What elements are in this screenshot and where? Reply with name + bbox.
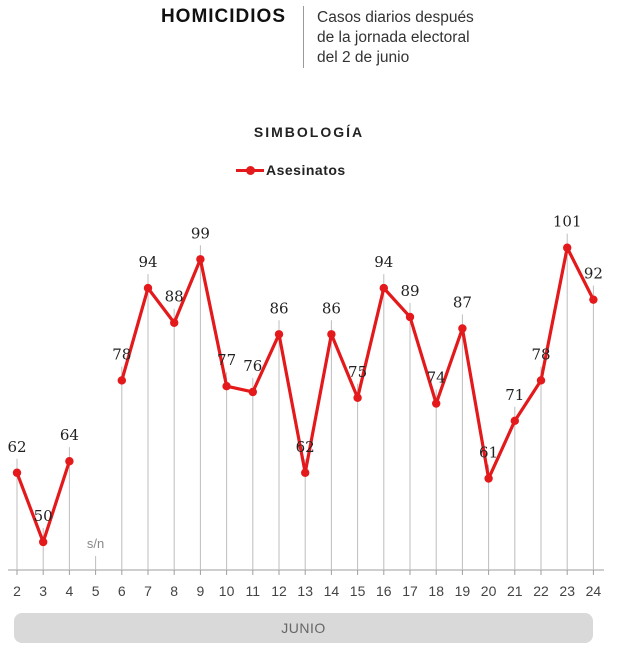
- legend-swatch-asesinatos: [236, 160, 264, 180]
- x-tick-label-10: 10: [219, 583, 235, 599]
- legend-title: SIMBOLOGÍA: [253, 124, 365, 140]
- x-tick-label-4: 4: [66, 583, 74, 599]
- data-point-10: [222, 382, 231, 391]
- data-point-20: [484, 474, 493, 483]
- x-tick-label-20: 20: [481, 583, 497, 599]
- data-label-16: 94: [374, 253, 393, 271]
- x-tick-label-18: 18: [428, 583, 444, 599]
- data-point-12: [274, 330, 284, 339]
- x-tick-label-24: 24: [586, 583, 602, 599]
- x-tick-label-6: 6: [118, 583, 126, 599]
- data-label-22: 78: [531, 345, 550, 363]
- data-label-19: 87: [453, 294, 472, 312]
- data-point-24: [589, 295, 598, 304]
- data-point-8: [170, 318, 179, 327]
- data-label-8: 88: [165, 288, 184, 306]
- data-point-15: [353, 393, 362, 402]
- data-label-9: 99: [191, 224, 210, 242]
- data-label-24: 92: [584, 265, 603, 283]
- header-divider: [303, 6, 304, 68]
- data-point-14: [327, 330, 336, 339]
- data-point-17: [405, 312, 415, 322]
- month-label: JUNIO: [281, 620, 326, 636]
- data-point-13: [301, 468, 310, 477]
- x-tick-label-9: 9: [197, 583, 205, 599]
- data-point-11: [248, 387, 257, 397]
- subtitle-line-3: del 2 de junio: [317, 49, 410, 66]
- data-label-23: 101: [553, 213, 582, 231]
- x-tick-label-17: 17: [402, 583, 418, 599]
- x-tick-label-11: 11: [246, 583, 261, 599]
- data-point-3: [39, 537, 48, 547]
- x-tick-label-13: 13: [297, 583, 313, 599]
- data-label-7: 94: [138, 253, 157, 271]
- missing-label-5: s/n: [87, 536, 104, 551]
- x-tick-label-3: 3: [39, 583, 47, 599]
- data-label-3: 50: [34, 507, 53, 525]
- x-tick-label-7: 7: [144, 583, 152, 599]
- x-tick-label-19: 19: [455, 583, 471, 599]
- data-label-12: 86: [269, 299, 288, 317]
- data-point-19: [458, 324, 467, 333]
- chart-subtitle: Casos diarios después de la jornada elec…: [317, 8, 517, 68]
- data-label-6: 78: [112, 345, 131, 363]
- data-point-7: [143, 283, 153, 293]
- data-label-4: 64: [60, 426, 79, 444]
- legend-swatch-dot: [246, 166, 255, 175]
- data-label-15: 75: [348, 363, 367, 381]
- data-point-2: [12, 468, 22, 477]
- subtitle-line-2: de la jornada electoral: [317, 29, 470, 46]
- x-tick-label-8: 8: [170, 583, 178, 599]
- data-label-10: 77: [217, 351, 236, 369]
- x-tick-label-5: 5: [92, 583, 100, 599]
- data-point-22: [536, 376, 546, 385]
- data-label-14: 86: [322, 299, 341, 317]
- x-tick-label-16: 16: [376, 583, 392, 599]
- data-label-13: 62: [296, 438, 315, 456]
- month-bar: JUNIO: [14, 613, 593, 643]
- data-point-23: [563, 243, 572, 252]
- data-point-18: [432, 399, 441, 408]
- x-tick-label-2: 2: [13, 583, 21, 599]
- data-point-6: [117, 376, 127, 385]
- x-tick-label-15: 15: [350, 583, 366, 599]
- x-tick-label-22: 22: [533, 583, 549, 599]
- data-point-9: [196, 255, 205, 264]
- data-label-11: 76: [243, 357, 262, 375]
- data-label-17: 89: [400, 282, 419, 300]
- chart-title: HOMICIDIOS: [160, 6, 286, 27]
- x-tick-label-12: 12: [271, 583, 287, 599]
- data-point-16: [379, 283, 388, 293]
- legend-label-asesinatos: Asesinatos: [266, 162, 346, 178]
- data-label-20: 61: [479, 444, 498, 462]
- chart-header: HOMICIDIOS Casos diarios después de la j…: [0, 0, 618, 80]
- data-label-18: 74: [427, 369, 446, 387]
- x-tick-label-23: 23: [559, 583, 575, 599]
- x-tick-label-21: 21: [507, 583, 523, 599]
- subtitle-line-1: Casos diarios después: [317, 9, 474, 26]
- data-point-21: [510, 416, 519, 426]
- data-label-21: 71: [505, 386, 524, 404]
- data-point-4: [65, 457, 74, 466]
- legend: Asesinatos: [236, 160, 346, 180]
- data-label-2: 62: [7, 438, 26, 456]
- x-tick-label-14: 14: [324, 583, 340, 599]
